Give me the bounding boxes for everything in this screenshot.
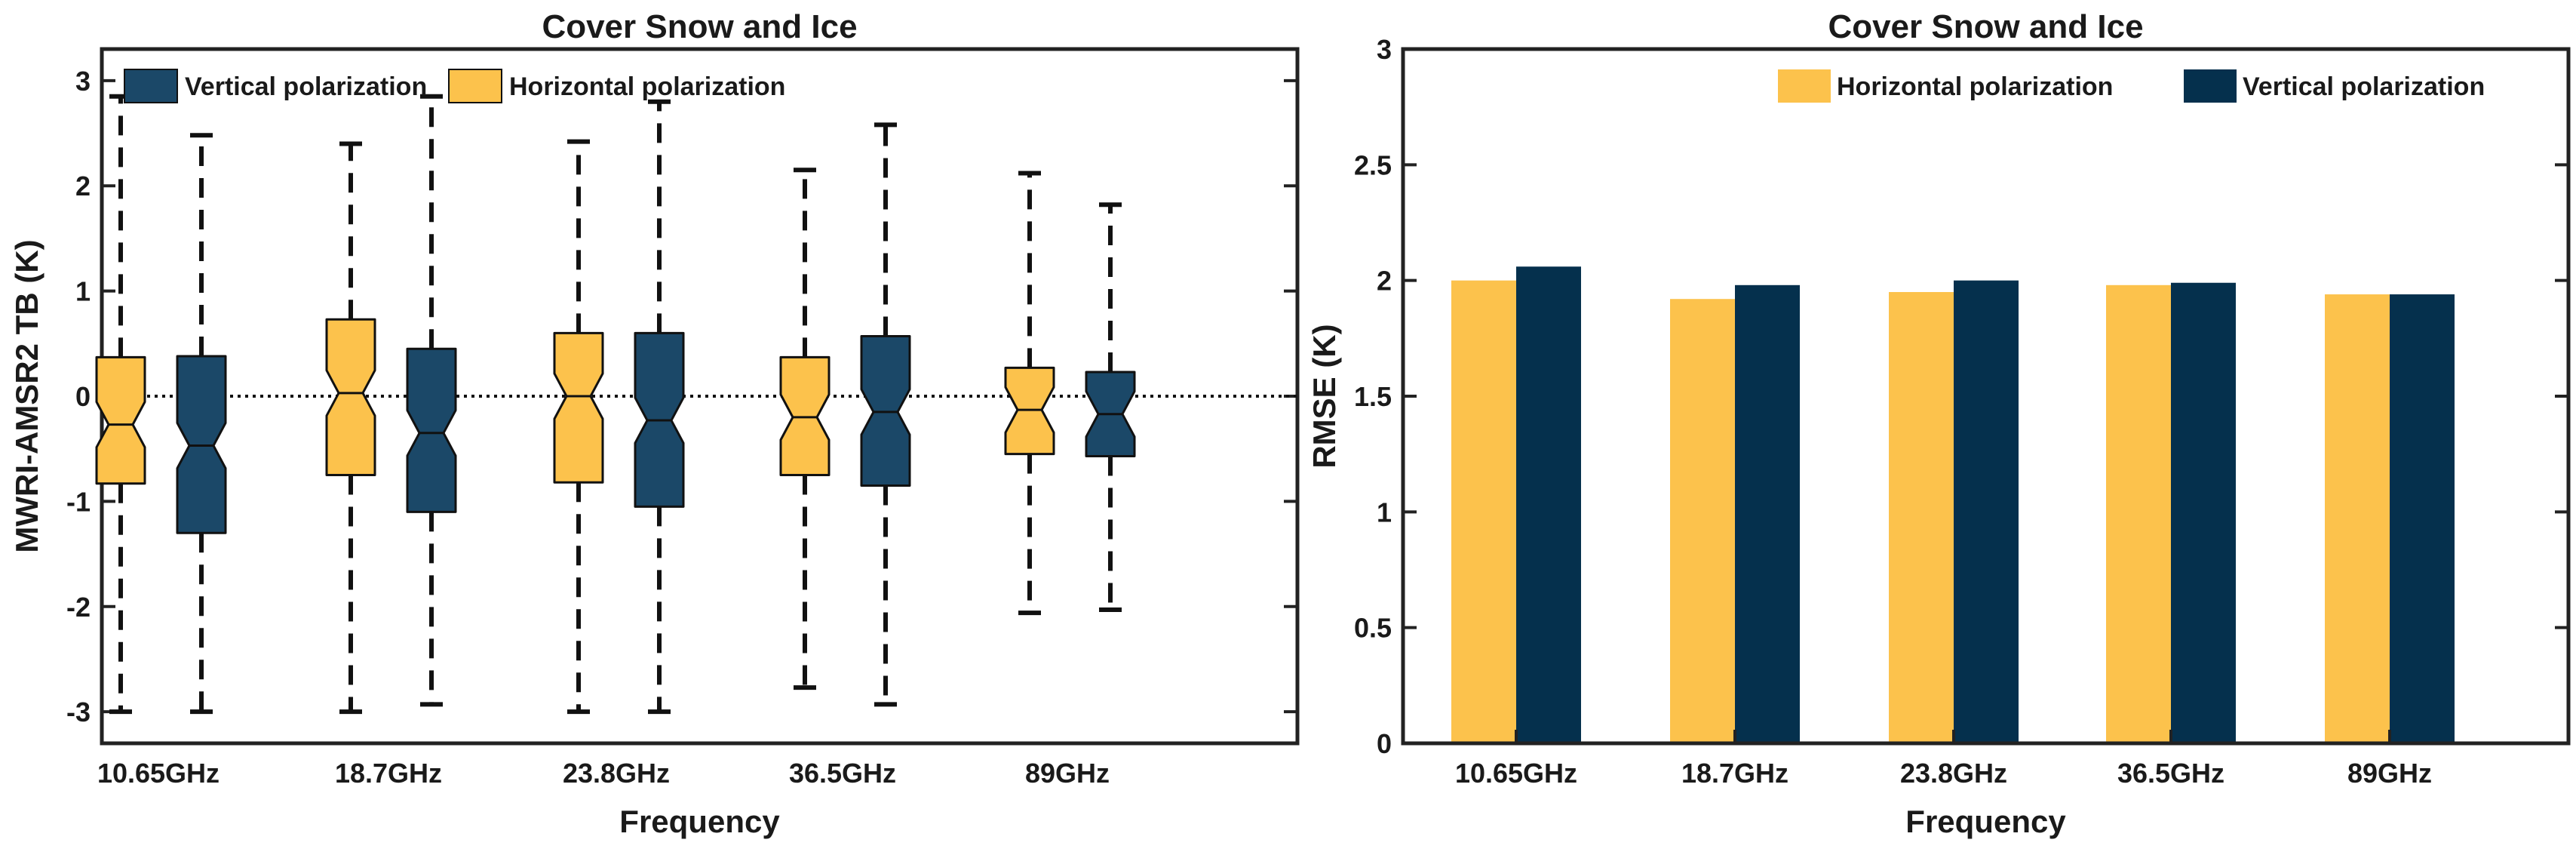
y-axis-label: MWRI-AMSR2 TB (K): [9, 239, 45, 552]
x-tick-label: 89GHz: [2347, 758, 2432, 789]
x-tick-label: 10.65GHz: [1455, 758, 1577, 789]
legend: Horizontal polarization Vertical polariza…: [1778, 69, 2485, 103]
rmse-bar-chart-panel: 0 0.5 1 1.5 2 2.5 3 10.65GHz 18.7GHz 23.8GHz 36.5G…: [1306, 8, 2571, 839]
chart-title: Cover Snow and Ice: [1828, 8, 2143, 45]
x-tick-label: 10.65GHz: [97, 758, 220, 789]
bar-horizontal: [2325, 294, 2390, 744]
bar-vertical: [2171, 282, 2236, 743]
y-tick-label: 3: [1377, 34, 1392, 65]
bar-vertical: [1735, 284, 1800, 743]
x-tick-label: 36.5GHz: [789, 758, 896, 789]
x-tick-label: 18.7GHz: [335, 758, 442, 789]
legend-label: Horizontal polarization: [1837, 72, 2113, 101]
y-tick-label: 1: [75, 276, 91, 307]
y-tick-label: 3: [75, 66, 91, 97]
bar-horizontal: [2106, 284, 2171, 743]
x-tick-label: 23.8GHz: [563, 758, 670, 789]
y-tick-label: 0: [1377, 728, 1392, 759]
box-horizontal: [325, 318, 376, 477]
y-tick-label: -1: [66, 486, 91, 517]
bar-horizontal: [1889, 292, 1954, 743]
legend-label: Vertical polarization: [185, 72, 427, 101]
x-axis-label: Frequency: [1905, 804, 2066, 839]
x-tick-label: 89GHz: [1025, 758, 1110, 789]
y-tick-label: 2.5: [1354, 149, 1392, 180]
y-tick-label: -2: [66, 592, 91, 623]
y-tick-label: 2: [75, 171, 91, 201]
legend-label: Vertical polarization: [2243, 72, 2485, 101]
legend-swatch: [124, 69, 178, 103]
legend-swatch: [1778, 69, 1831, 103]
y-tick-label: 1: [1377, 497, 1392, 527]
x-tick-label: 18.7GHz: [1681, 758, 1788, 789]
legend-swatch: [448, 69, 502, 103]
y-tick-label: 2: [1377, 266, 1392, 297]
legend-swatch: [2184, 69, 2237, 103]
y-tick-label: 1.5: [1354, 381, 1392, 412]
bar-horizontal: [1451, 280, 1516, 744]
bar-vertical: [1516, 266, 1581, 743]
chart-title: Cover Snow and Ice: [542, 8, 857, 45]
y-tick-label: 0.5: [1354, 613, 1392, 644]
y-tick-label: -3: [66, 697, 91, 727]
legend: Vertical polarization Horizontal polariza…: [124, 69, 785, 103]
bar-vertical: [2390, 294, 2455, 744]
x-axis-label: Frequency: [619, 804, 780, 839]
bar-horizontal: [1670, 299, 1735, 743]
box-horizontal: [95, 355, 146, 485]
box-horizontal: [553, 331, 604, 484]
plot-area-frame: [1401, 47, 2571, 746]
bar-vertical: [1954, 280, 2019, 744]
legend-label: Horizontal polarization: [509, 72, 785, 101]
x-tick-label: 23.8GHz: [1900, 758, 2007, 789]
x-tick-label: 36.5GHz: [2117, 758, 2224, 789]
box-plot-panel: -3 -2 -1 0 1 2 3 10.65GHz 18.7GHz 23.8GHz 36.5GHz 8…: [9, 8, 1300, 839]
y-tick-label: 0: [75, 381, 91, 412]
box-vertical: [406, 347, 457, 513]
y-axis-label: RMSE (K): [1306, 324, 1342, 468]
